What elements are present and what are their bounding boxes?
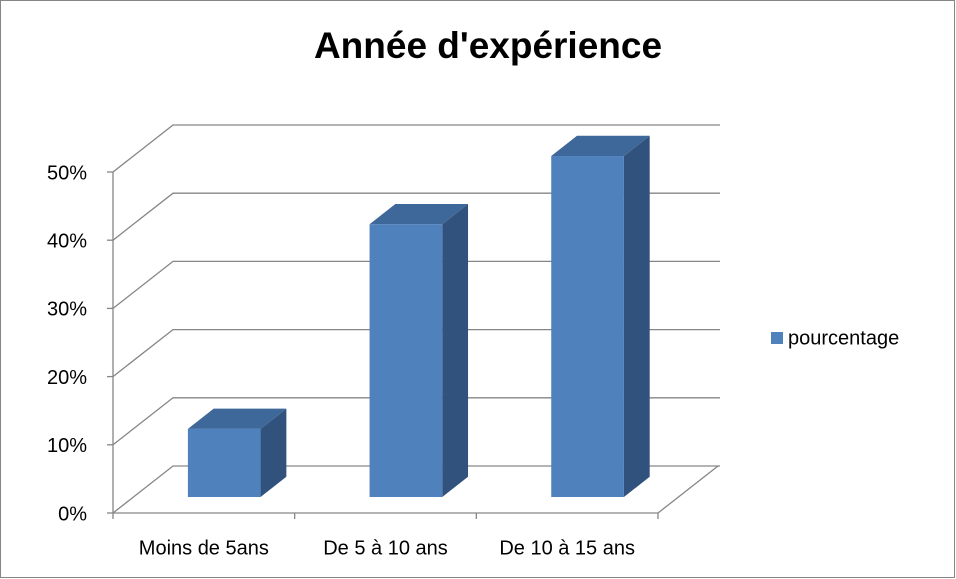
y-tick-label: 20% [47, 367, 87, 389]
y-tick-label: 50% [47, 162, 87, 184]
y-tick-label: 30% [47, 299, 87, 321]
bar-side [260, 408, 287, 498]
y-tick-label: 0% [58, 503, 87, 525]
grid-line [112, 260, 720, 309]
bar [369, 204, 469, 498]
bar-top [551, 135, 650, 157]
bar [551, 135, 650, 498]
bar-top [187, 408, 287, 429]
x-tick-label: De 5 à 10 ans [323, 537, 448, 559]
grid-line [112, 192, 720, 241]
y-tick-label: 40% [47, 230, 87, 252]
bar-front [551, 156, 624, 498]
x-tick-label: Moins de 5ans [139, 537, 269, 559]
bar-front [187, 428, 261, 498]
chart-title: Année d'expérience [314, 25, 662, 66]
grid-line [112, 124, 720, 173]
bar-top [369, 204, 469, 225]
y-tick-label: 10% [47, 435, 87, 457]
bar-side [623, 135, 650, 498]
bar [187, 408, 287, 498]
bar-side [442, 204, 469, 498]
grid-line [112, 397, 720, 446]
grid-line [112, 328, 720, 378]
x-tick-label: De 10 à 15 ans [499, 537, 635, 559]
grid-line [112, 465, 720, 514]
legend-label: pourcentage [788, 327, 899, 349]
legend-swatch [771, 332, 783, 344]
bar-front [369, 224, 443, 498]
